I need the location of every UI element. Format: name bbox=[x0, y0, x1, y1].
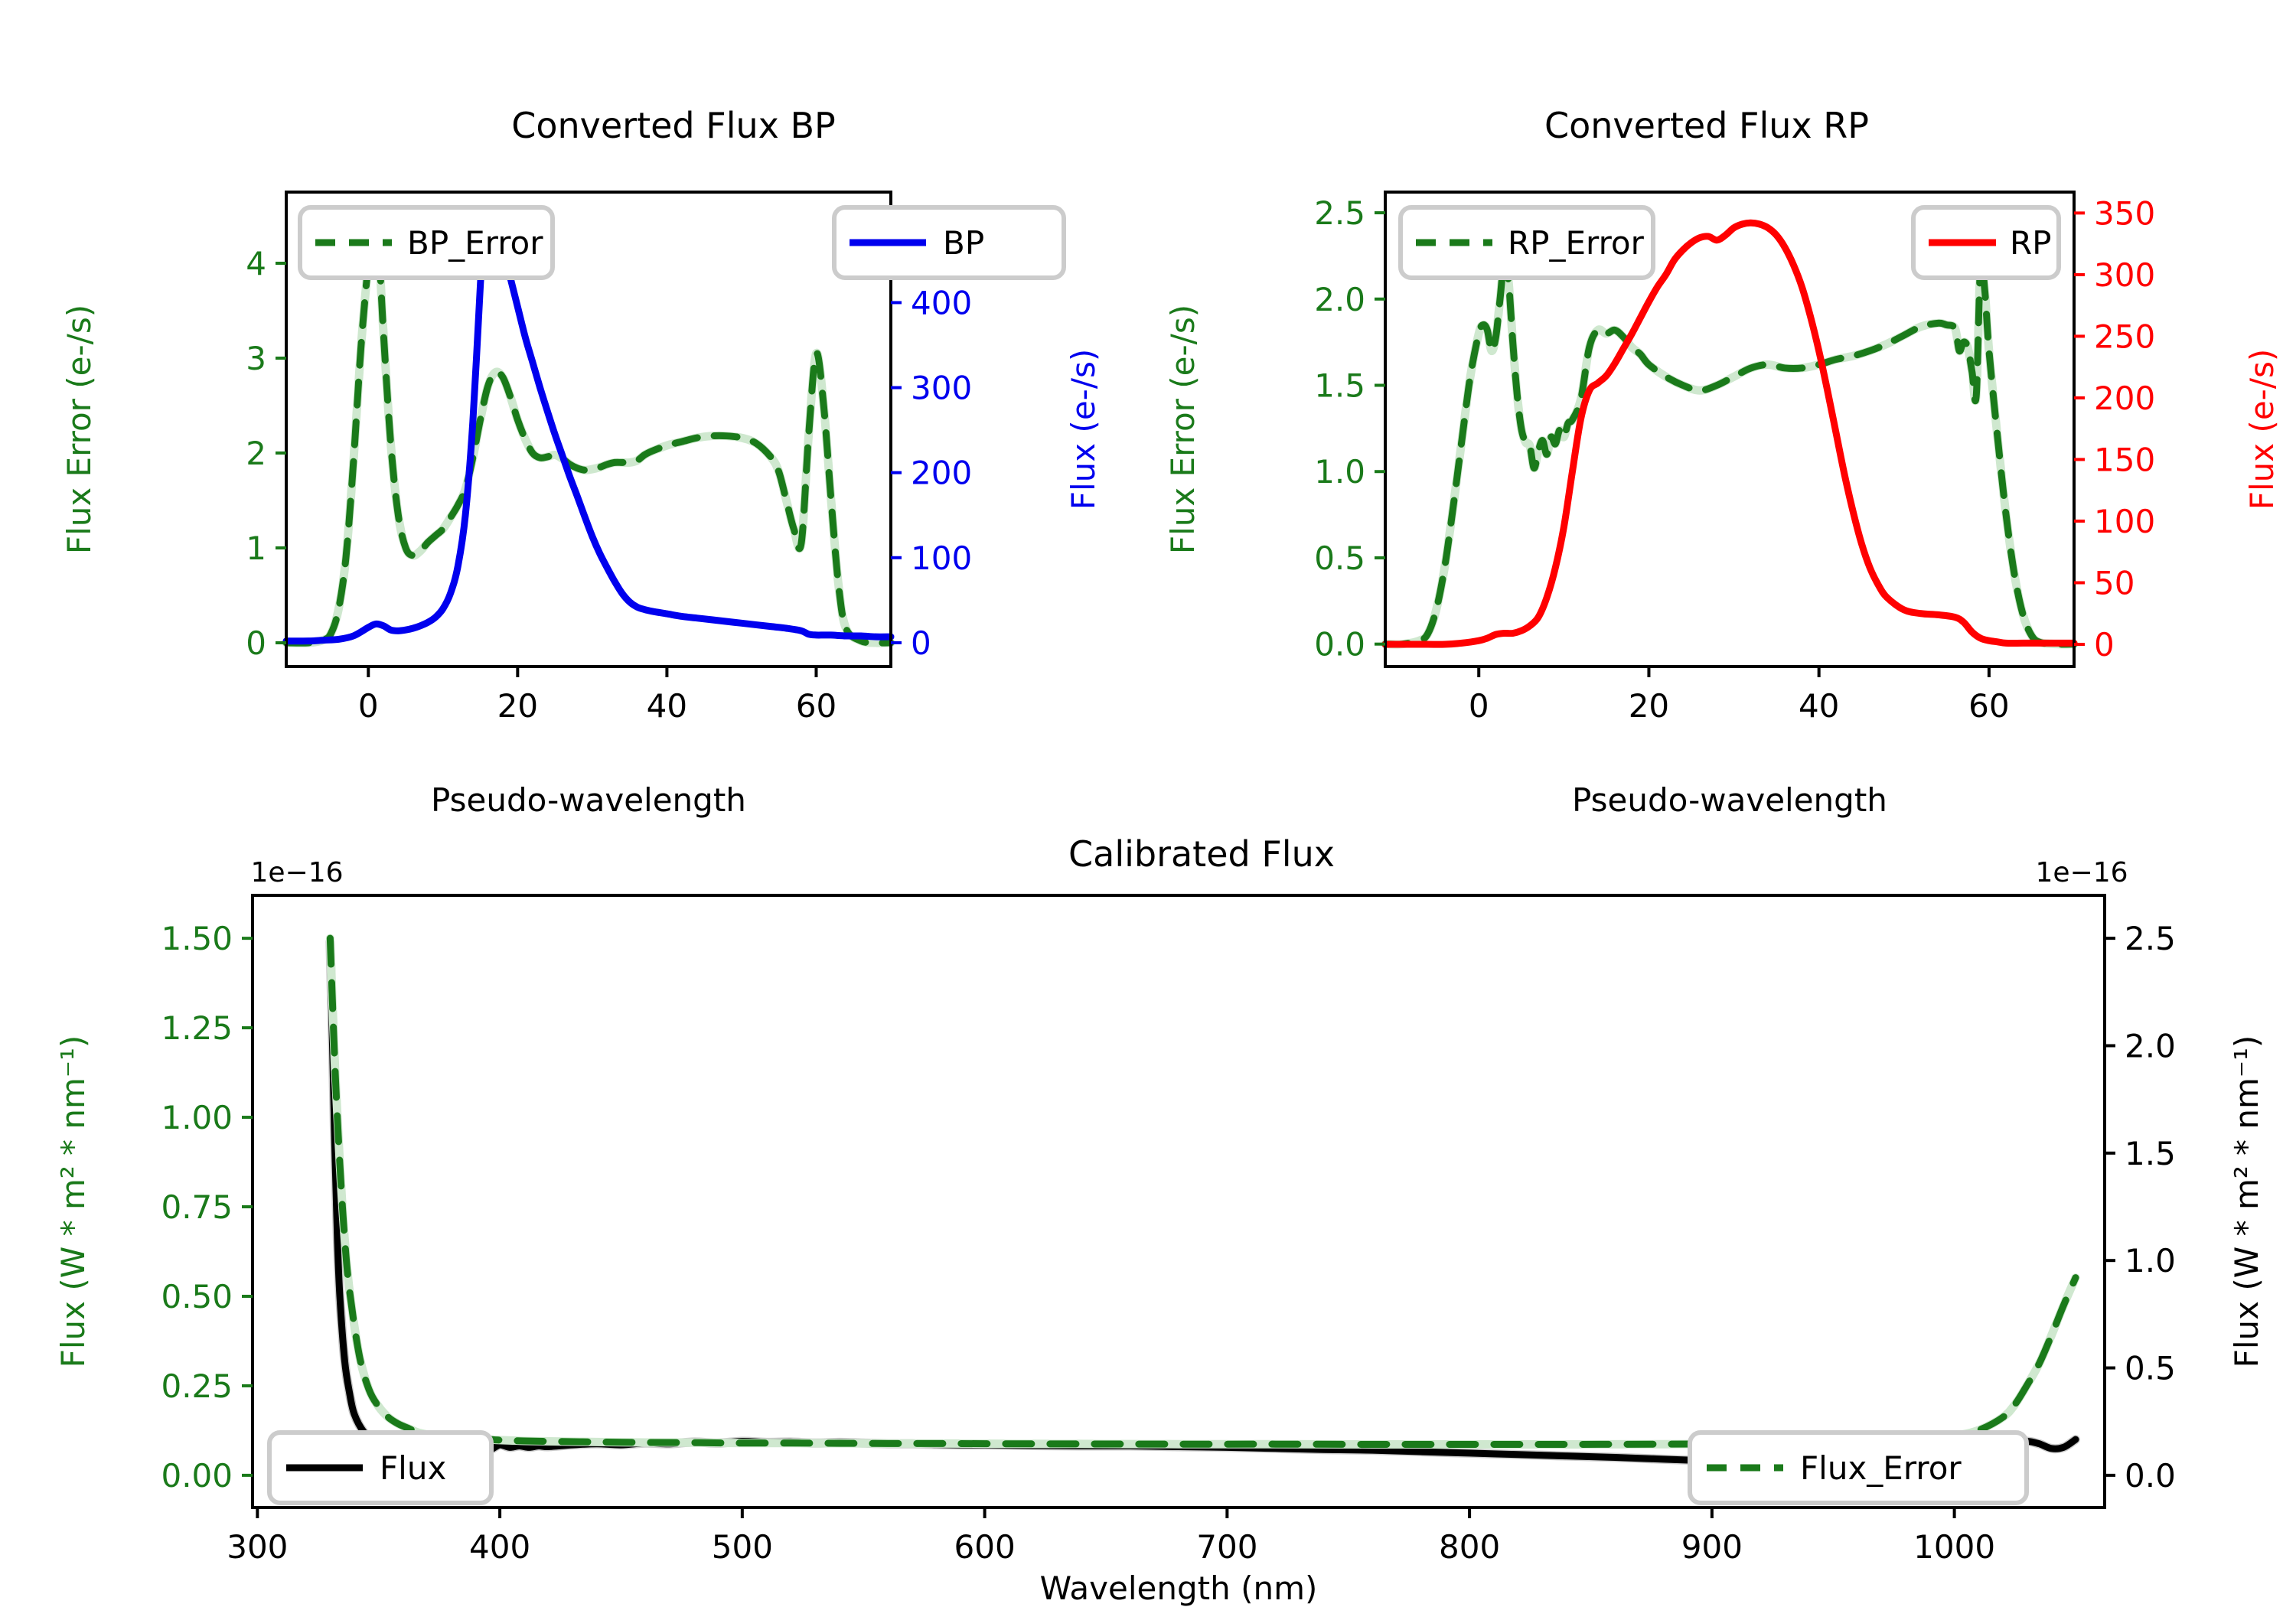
y-tick-label-right: 0.0 bbox=[2125, 1457, 2176, 1495]
rp-legend-flux[interactable]: RP bbox=[1911, 205, 2061, 280]
flux-error-legend-label: Flux_Error bbox=[1800, 1449, 1962, 1487]
y-tick-label-right: 200 bbox=[911, 455, 972, 492]
y-tick-label-right: 350 bbox=[2094, 194, 2155, 232]
panel-calibrated-flux: Calibrated Flux 1e−16 1e−16 300 400 500 600… bbox=[0, 833, 2296, 1607]
y-tick-label-right: 200 bbox=[2094, 380, 2155, 417]
y-tick-label-right: 0.5 bbox=[2125, 1350, 2176, 1387]
x-tick-label: 1000 bbox=[1913, 1528, 1995, 1566]
rp-ylabel-left: Flux Error (e-/s) bbox=[1164, 305, 1202, 554]
bp-ylabel-right: Flux (e-/s) bbox=[1065, 349, 1102, 510]
y-tick-label-left: 1.50 bbox=[161, 920, 233, 957]
bp-legend-flux[interactable]: BP bbox=[832, 205, 1066, 280]
y-tick-label-left: 0.50 bbox=[161, 1278, 233, 1315]
panel-converted-flux-bp: Converted Flux BP 0 20 40 60 0 1 2 3 4 0 100 200 300… bbox=[0, 105, 1148, 857]
y-tick-label-left: 1.25 bbox=[161, 1009, 233, 1047]
panel-converted-flux-rp: Converted Flux RP 0 20 40 60 0.0 0.5 1.0 1.5 2.0… bbox=[1148, 105, 2296, 857]
bp-curve bbox=[282, 214, 895, 645]
x-tick-label: 20 bbox=[1629, 687, 1669, 725]
y-tick-label-right: 2.0 bbox=[2125, 1027, 2176, 1064]
y-tick-label-left: 3 bbox=[246, 340, 266, 377]
x-tick-label: 700 bbox=[1196, 1528, 1257, 1566]
x-tick-label: 800 bbox=[1439, 1528, 1500, 1566]
flux-highlight bbox=[325, 937, 2080, 1474]
flux-legend-label: Flux bbox=[380, 1449, 446, 1487]
x-tick-label: 600 bbox=[954, 1528, 1016, 1566]
y-tick-label-left: 4 bbox=[246, 245, 266, 282]
y-tick-label-right: 0 bbox=[911, 624, 931, 662]
rp_error-curve bbox=[1381, 256, 2078, 648]
y-tick-label-right: 1.0 bbox=[2125, 1242, 2176, 1279]
x-tick-label: 20 bbox=[497, 687, 538, 725]
y-tick-label-left: 1.00 bbox=[161, 1099, 233, 1136]
bp_error-highlight bbox=[282, 229, 895, 647]
rp-xlabel: Pseudo-wavelength bbox=[1572, 781, 1887, 819]
rp_error-highlight bbox=[1381, 255, 2079, 649]
y-tick-label-right: 300 bbox=[2094, 256, 2155, 294]
y-tick-label-right: 250 bbox=[2094, 318, 2155, 355]
bp_error-curve bbox=[282, 230, 895, 647]
bp-legend-label: BP bbox=[943, 224, 984, 262]
x-tick-label: 900 bbox=[1681, 1528, 1743, 1566]
rp-error-legend-label: RP_Error bbox=[1508, 224, 1645, 262]
x-tick-label: 400 bbox=[469, 1528, 530, 1566]
bp-xlabel: Pseudo-wavelength bbox=[431, 781, 746, 819]
y-tick-label-left: 1.5 bbox=[1314, 367, 1365, 405]
x-tick-label: 300 bbox=[227, 1528, 288, 1566]
calibrated-legend-flux[interactable]: Flux bbox=[267, 1430, 494, 1505]
y-tick-label-right: 100 bbox=[911, 539, 972, 577]
y-tick-label-left: 2.0 bbox=[1314, 281, 1365, 318]
y-tick-label-right: 300 bbox=[911, 370, 972, 407]
flux-curve bbox=[326, 938, 2079, 1472]
calibrated-xlabel: Wavelength (nm) bbox=[1040, 1570, 1318, 1607]
calibrated-legend-flux-error[interactable]: Flux_Error bbox=[1688, 1430, 2029, 1505]
y-tick-label-right: 0 bbox=[2094, 626, 2115, 663]
bp-title: Converted Flux BP bbox=[511, 105, 836, 146]
calibrated-title: Calibrated Flux bbox=[1068, 833, 1335, 875]
x-tick-label: 40 bbox=[1799, 687, 1839, 725]
y-tick-label-left: 0.25 bbox=[161, 1367, 233, 1405]
y-tick-label-left: 2.5 bbox=[1314, 194, 1365, 232]
rp-legend-error[interactable]: RP_Error bbox=[1398, 205, 1655, 280]
y-tick-label-left: 1.0 bbox=[1314, 453, 1365, 491]
bp-axes-frame bbox=[285, 191, 892, 668]
y-tick-label-left: 0.5 bbox=[1314, 539, 1365, 577]
calibrated-exponent-right: 1e−16 bbox=[2035, 857, 2128, 888]
flux_error-highlight bbox=[325, 934, 2080, 1449]
y-tick-label-right: 400 bbox=[911, 284, 972, 321]
y-tick-label-right: 1.5 bbox=[2125, 1135, 2176, 1172]
rp-ylabel-right: Flux (e-/s) bbox=[2243, 349, 2281, 510]
x-tick-label: 0 bbox=[1469, 687, 1489, 725]
rp-title: Converted Flux RP bbox=[1544, 105, 1869, 146]
calibrated-ylabel-left: Flux (W * m² * nm⁻¹) bbox=[54, 1035, 92, 1368]
y-tick-label-left: 0 bbox=[246, 624, 266, 662]
x-tick-label: 60 bbox=[796, 687, 837, 725]
rp-axes-frame bbox=[1384, 191, 2076, 668]
bp-error-legend-label: BP_Error bbox=[407, 224, 543, 262]
x-tick-label: 500 bbox=[712, 1528, 773, 1566]
x-tick-label: 40 bbox=[647, 687, 687, 725]
y-tick-label-right: 150 bbox=[2094, 441, 2155, 478]
x-tick-label: 0 bbox=[358, 687, 379, 725]
calibrated-axes-frame bbox=[251, 894, 2106, 1509]
y-tick-label-left: 0.0 bbox=[1314, 626, 1365, 663]
bp-ylabel-left: Flux Error (e-/s) bbox=[60, 305, 98, 554]
y-tick-label-left: 1 bbox=[246, 530, 266, 567]
y-tick-label-right: 50 bbox=[2094, 564, 2135, 601]
y-tick-label-right: 2.5 bbox=[2125, 920, 2176, 957]
y-tick-label-right: 100 bbox=[2094, 503, 2155, 540]
flux_error-curve bbox=[326, 934, 2079, 1448]
bp-legend-error[interactable]: BP_Error bbox=[298, 205, 555, 280]
calibrated-exponent-left: 1e−16 bbox=[250, 857, 343, 888]
y-tick-label-left: 0.00 bbox=[161, 1457, 233, 1495]
rp-curve bbox=[1381, 219, 2078, 648]
y-tick-label-left: 2 bbox=[246, 435, 266, 472]
y-tick-label-left: 0.75 bbox=[161, 1188, 233, 1226]
x-tick-label: 60 bbox=[1968, 687, 2009, 725]
rp-legend-label: RP bbox=[2010, 224, 2052, 262]
calibrated-ylabel-right: Flux (W * m² * nm⁻¹) bbox=[2228, 1035, 2265, 1368]
